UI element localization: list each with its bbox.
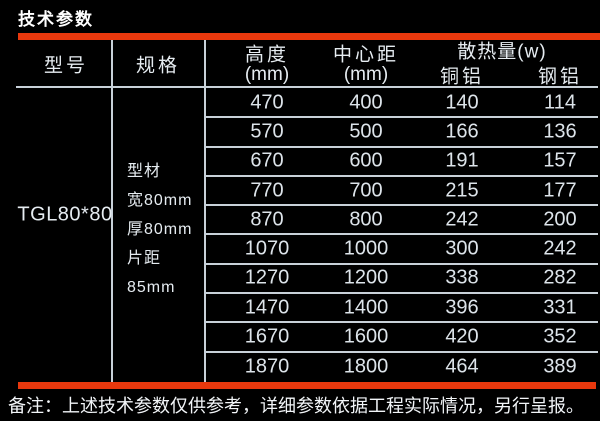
center-distance-value: 1600 xyxy=(343,325,389,348)
steel-aluminum-value: 157 xyxy=(543,149,577,172)
steel-aluminum-value: 177 xyxy=(543,179,577,202)
center-distance-value: 400 xyxy=(349,91,383,114)
spec-cell: 型材 宽80mm 厚80mm 片距 85mm xyxy=(127,157,203,302)
column-header-spec: 规格 xyxy=(135,55,181,77)
spec-line: 片距 xyxy=(127,250,162,267)
column-header-steel-aluminum: 钢铝 xyxy=(537,66,583,88)
page-title: 技术参数 xyxy=(18,10,94,29)
column-header-height: 高度 xyxy=(244,44,290,66)
table-row: 870 800 242 200 xyxy=(205,206,598,236)
height-value: 570 xyxy=(250,120,284,143)
center-distance-value: 700 xyxy=(349,179,383,202)
steel-aluminum-value: 242 xyxy=(543,237,577,260)
column-header-heat-output-group: 散热量(w) xyxy=(457,41,547,63)
header-divider-line xyxy=(16,86,598,88)
height-value: 1270 xyxy=(244,266,290,289)
table-row: 1870 1800 464 389 xyxy=(205,353,598,382)
center-distance-value: 1000 xyxy=(343,237,389,260)
table-row: 570 500 166 136 xyxy=(205,118,598,148)
steel-aluminum-value: 200 xyxy=(543,208,577,231)
table-row: 770 700 215 177 xyxy=(205,177,598,207)
table-row: 670 600 191 157 xyxy=(205,148,598,177)
height-value: 1470 xyxy=(244,296,290,319)
steel-aluminum-value: 331 xyxy=(543,296,577,319)
height-value: 1070 xyxy=(244,237,290,260)
copper-aluminum-value: 242 xyxy=(445,208,479,231)
table-row: 1470 1400 396 331 xyxy=(205,294,598,324)
height-value: 1870 xyxy=(244,355,290,378)
copper-aluminum-value: 464 xyxy=(445,355,479,378)
steel-aluminum-value: 136 xyxy=(543,120,577,143)
copper-aluminum-value: 166 xyxy=(445,120,479,143)
table-row: 1270 1200 338 282 xyxy=(205,265,598,295)
column-divider-model-spec xyxy=(111,40,113,382)
copper-aluminum-value: 420 xyxy=(445,325,479,348)
spec-line: 宽80mm xyxy=(127,192,193,209)
spec-line: 85mm xyxy=(127,279,176,296)
height-value: 670 xyxy=(250,149,284,172)
column-header-center-distance: 中心距 xyxy=(332,44,400,66)
column-header-center-distance-unit: (mm) xyxy=(343,64,389,85)
accent-bar-bottom xyxy=(18,382,596,389)
spec-line: 型材 xyxy=(127,163,162,180)
center-distance-value: 500 xyxy=(349,120,383,143)
center-distance-value: 1400 xyxy=(343,296,389,319)
copper-aluminum-value: 140 xyxy=(445,91,479,114)
accent-bar-top xyxy=(18,33,600,40)
column-header-model: 型号 xyxy=(43,55,89,77)
table-row: 470 400 140 114 xyxy=(205,89,598,119)
spec-line: 厚80mm xyxy=(127,221,193,238)
footer-note-label: 备注： xyxy=(8,396,62,416)
copper-aluminum-value: 396 xyxy=(445,296,479,319)
height-value: 770 xyxy=(250,179,284,202)
footer-note: 备注：上述技术参数仅供参考，详细参数依据工程实际情况，另行呈报。 xyxy=(8,392,600,418)
center-distance-value: 800 xyxy=(349,208,383,231)
center-distance-value: 1800 xyxy=(343,355,389,378)
height-value: 870 xyxy=(250,208,284,231)
height-value: 1670 xyxy=(244,325,290,348)
column-header-copper-aluminum: 铜铝 xyxy=(439,66,485,88)
steel-aluminum-value: 389 xyxy=(543,355,577,378)
footer-note-text: 上述技术参数仅供参考，详细参数依据工程实际情况，另行呈报。 xyxy=(62,396,584,416)
copper-aluminum-value: 191 xyxy=(445,149,479,172)
column-header-height-unit: (mm) xyxy=(244,64,290,85)
column-divider-spec-data xyxy=(204,40,206,382)
height-value: 470 xyxy=(250,91,284,114)
table-row: 1070 1000 300 242 xyxy=(205,235,598,265)
steel-aluminum-value: 114 xyxy=(544,91,576,114)
copper-aluminum-value: 215 xyxy=(445,179,479,202)
steel-aluminum-value: 282 xyxy=(543,266,577,289)
center-distance-value: 600 xyxy=(349,149,383,172)
model-value: TGL80*80 xyxy=(17,203,113,226)
center-distance-value: 1200 xyxy=(343,266,389,289)
copper-aluminum-value: 338 xyxy=(445,266,479,289)
table-body: 470 400 140 114 570 500 166 136 670 600 … xyxy=(205,89,598,382)
steel-aluminum-value: 352 xyxy=(543,325,577,348)
table-row: 1670 1600 420 352 xyxy=(205,323,598,353)
copper-aluminum-value: 300 xyxy=(445,237,479,260)
